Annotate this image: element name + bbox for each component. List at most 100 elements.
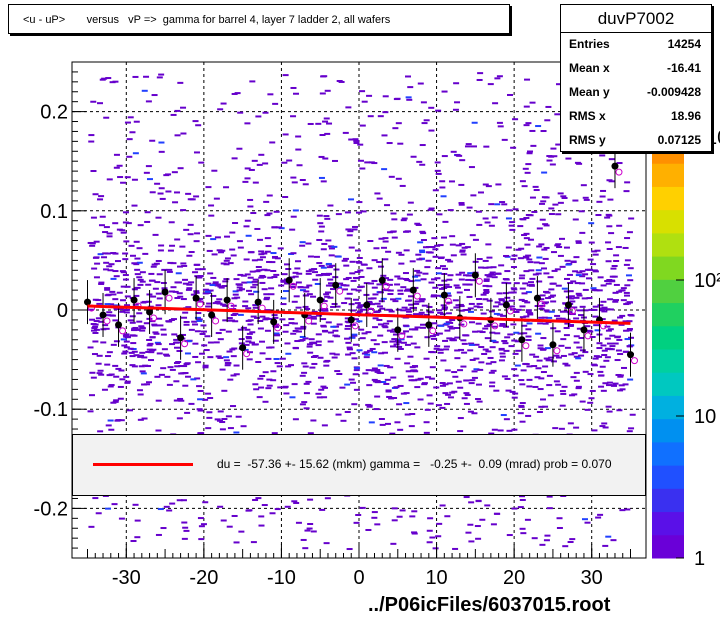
scatter-cell [173,380,180,383]
scatter-cell [513,310,520,313]
scatter-cell [353,369,360,372]
scatter-cell [526,322,533,325]
scatter-cell [204,335,211,338]
scatter-cell [496,121,503,124]
open-marker [553,347,561,355]
scatter-cell [283,392,290,395]
scatter-cell [604,308,611,311]
scatter-cell [167,366,174,369]
scatter-cell [107,385,114,388]
scatter-cell [371,259,378,262]
scatter-cell [519,287,526,290]
scatter-cell [295,521,302,524]
scatter-cell [219,249,226,252]
scatter-cell [157,249,164,252]
scatter-cell [605,241,612,244]
scatter-cell [344,327,351,330]
scatter-cell [587,258,594,261]
scatter-cell [560,392,567,395]
scatter-cell [189,198,196,201]
scatter-cell [137,418,144,421]
scatter-cell [154,341,161,344]
scatter-cell [174,365,181,368]
scatter-cell [169,244,176,247]
scatter-cell [400,392,407,395]
scatter-cell [182,282,189,285]
scatter-cell [416,258,423,261]
scatter-cell [600,389,607,392]
scatter-cell [486,323,493,326]
scatter-cell [564,322,571,325]
scatter-cell [512,374,519,377]
scatter-cell [429,246,436,249]
scatter-cell [377,364,384,367]
scatter-cell [318,264,325,267]
scatter-cell [459,249,466,252]
scatter-cell [322,157,329,160]
scatter-cell [266,194,273,197]
scatter-cell [161,268,168,271]
scatter-cell [303,407,310,410]
scatter-cell [127,319,134,322]
scatter-cell [175,281,182,284]
scatter-cell [348,198,355,201]
scatter-cell [468,321,475,324]
scatter-cell [184,352,191,355]
colorbar-segment [652,163,684,187]
scatter-cell [216,302,223,305]
scatter-cell [98,195,105,198]
scatter-cell [609,280,616,283]
scatter-cell [511,339,518,342]
scatter-cell [496,292,503,295]
scatter-cell [588,308,595,311]
scatter-cell [299,289,306,292]
scatter-cell [608,158,615,161]
scatter-cell [230,405,237,408]
scatter-cell [477,266,484,269]
scatter-cell [475,210,482,213]
scatter-cell [514,340,521,343]
scatter-cell [511,288,518,291]
scatter-cell [414,279,421,282]
scatter-cell [470,194,477,197]
scatter-cell [237,111,244,114]
scatter-cell [541,267,548,270]
scatter-cell [622,350,629,353]
scatter-cell [525,122,532,125]
scatter-cell [469,379,476,382]
scatter-cell [542,223,549,226]
scatter-cell [182,384,189,387]
scatter-cell [183,323,190,326]
scatter-cell [367,297,374,300]
scatter-cell [292,329,299,332]
scatter-cell [547,276,554,279]
scatter-cell [354,249,361,252]
scatter-cell [258,276,265,279]
scatter-cell [265,387,272,390]
scatter-cell [119,378,126,381]
scatter-cell [512,392,519,395]
colorbar-segment [652,209,684,234]
scatter-cell [519,316,526,319]
scatter-cell [128,244,135,247]
scatter-cell [555,284,562,287]
scatter-cell [281,161,288,164]
scatter-cell [361,263,368,266]
scatter-cell [262,162,269,165]
scatter-cell [427,517,434,520]
profile-point [130,296,138,304]
scatter-cell [232,320,239,323]
scatter-cell [132,75,139,78]
scatter-cell [542,405,549,408]
scatter-cell [254,227,261,230]
scatter-cell [237,328,244,331]
scatter-cell [300,327,307,330]
scatter-cell [576,346,583,349]
scatter-cell [442,383,449,386]
scatter-cell [481,352,488,355]
scatter-cell [565,263,572,266]
scatter-cell [150,265,157,268]
scatter-cell [217,108,224,111]
scatter-cell [455,380,462,383]
scatter-cell [223,278,230,281]
